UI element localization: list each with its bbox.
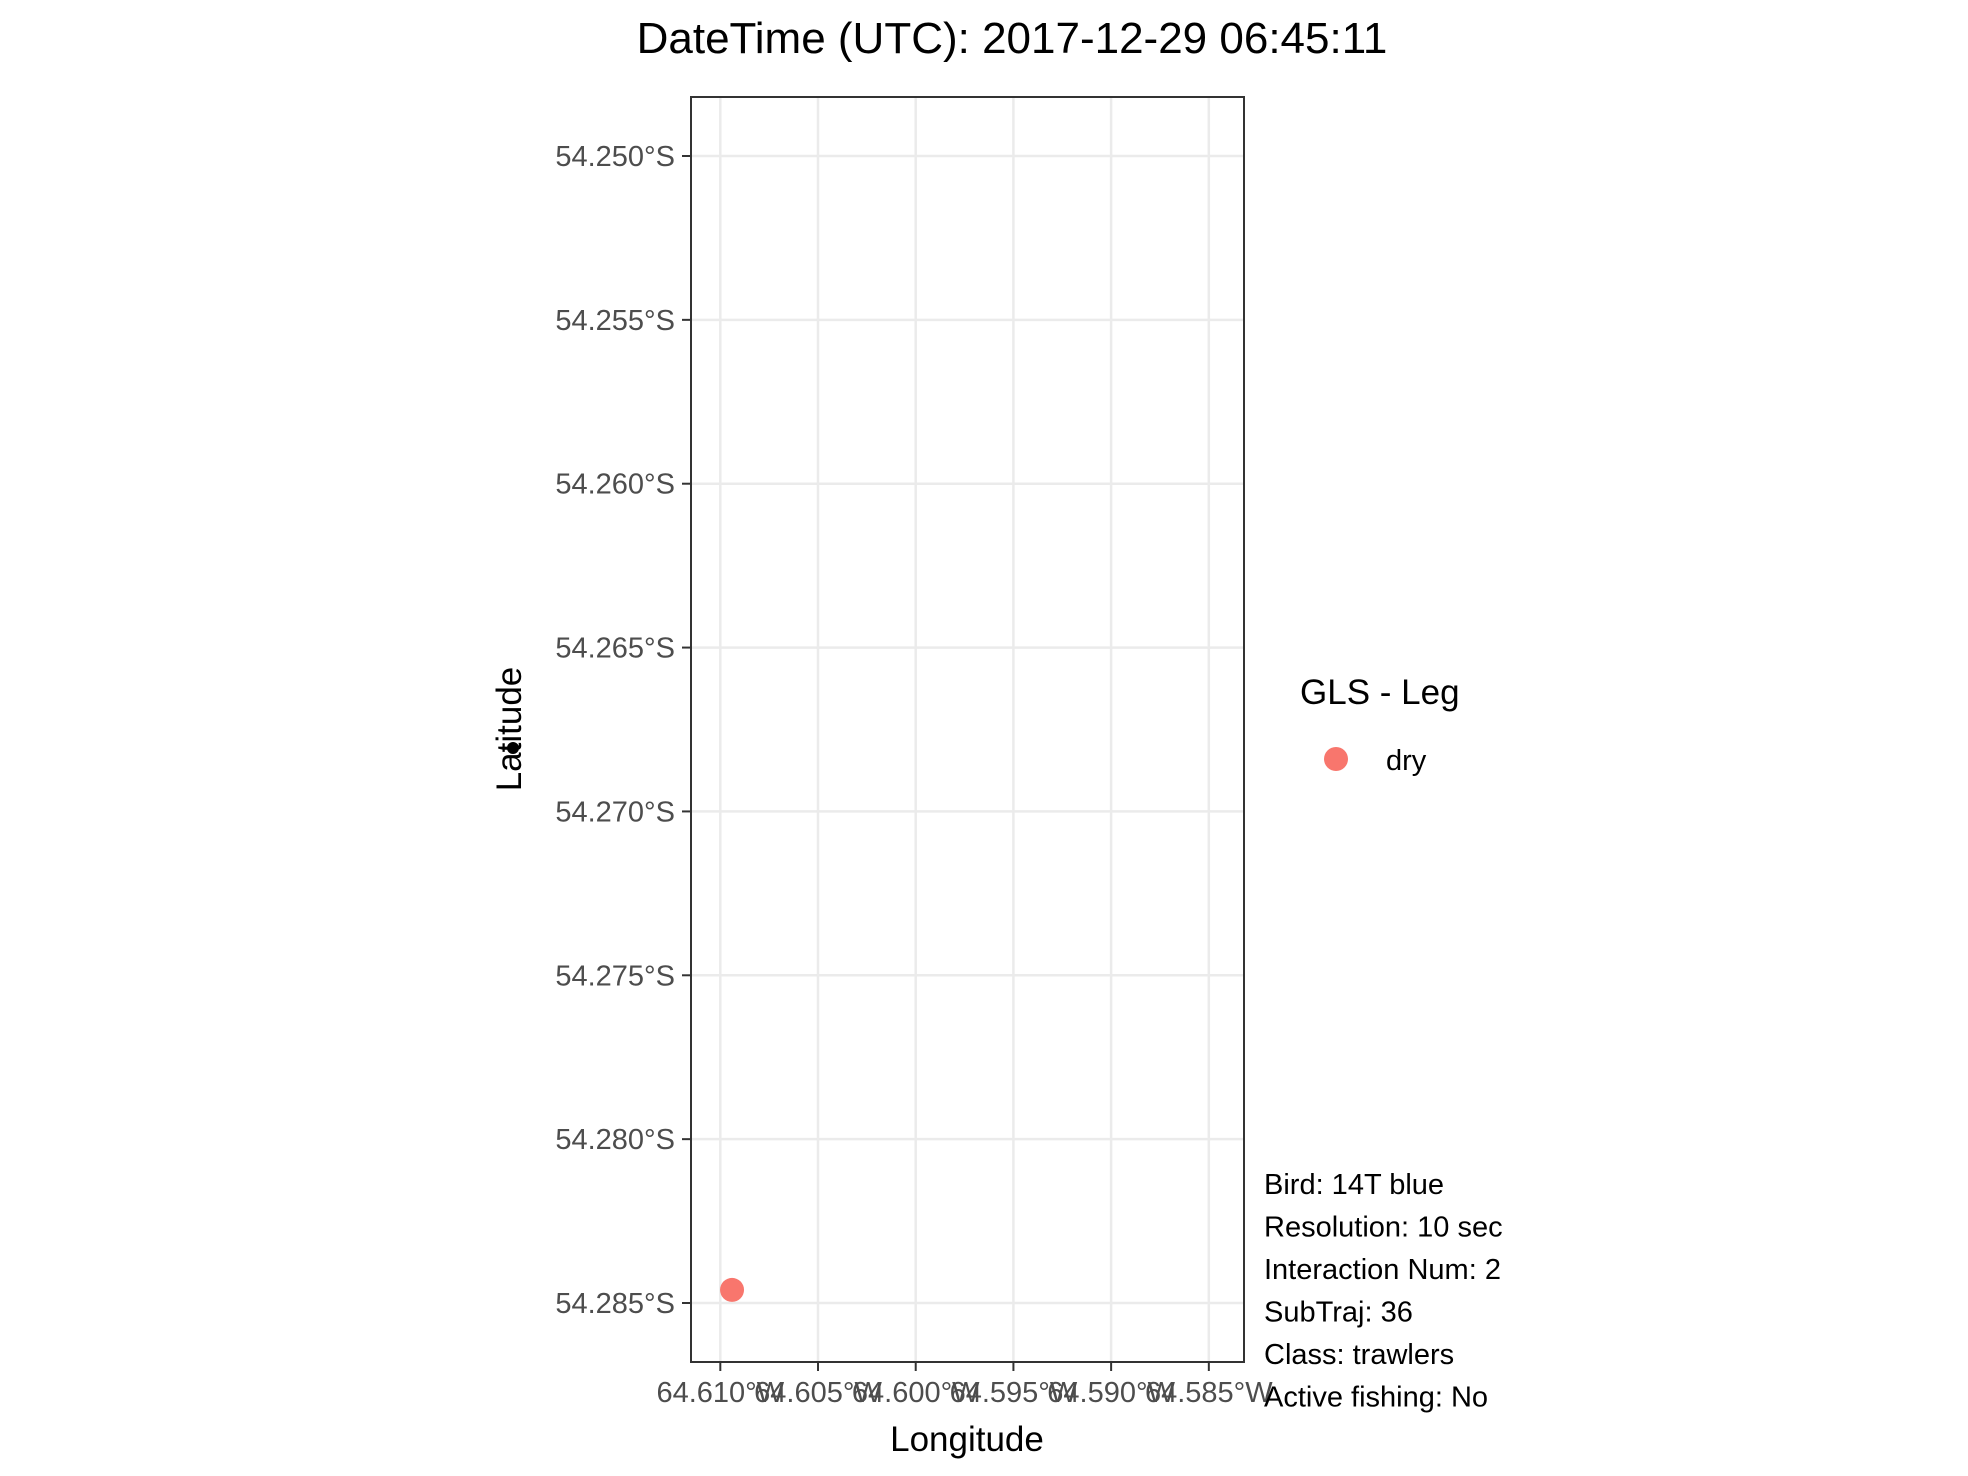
legend-key-dry — [1324, 747, 1348, 771]
annotation-line: SubTraj: 36 — [1264, 1297, 1413, 1329]
y-axis-ticks: 54.250°S 54.255°S 54.260°S 54.265°S 54.270°S… — [555, 141, 691, 1320]
x-tick-label: 64.590°W — [1047, 1377, 1175, 1409]
y-tick-label: 54.270°S — [555, 796, 675, 828]
y-tick-label: 54.285°S — [555, 1288, 675, 1320]
y-axis-title-marker — [507, 742, 519, 754]
annotation-line: Bird: 14T blue — [1264, 1169, 1444, 1201]
x-tick-label: 64.610°W — [656, 1377, 784, 1409]
annotation-line: Resolution: 10 sec — [1264, 1212, 1503, 1244]
plot-panel-background — [691, 97, 1244, 1362]
x-tick-label: 64.605°W — [754, 1377, 882, 1409]
x-tick-label: 64.585°W — [1145, 1377, 1273, 1409]
x-tick-label: 64.600°W — [852, 1377, 980, 1409]
x-tick-label: 64.595°W — [950, 1377, 1078, 1409]
chart-title: DateTime (UTC): 2017-12-29 06:45:11 — [637, 14, 1388, 63]
y-tick-label: 54.265°S — [555, 633, 675, 665]
data-points — [720, 1277, 745, 1302]
y-tick-label: 54.280°S — [555, 1124, 675, 1156]
info-annotations: Bird: 14T blue Resolution: 10 sec Interact… — [1264, 1169, 1503, 1414]
annotation-line: Active fishing: No — [1264, 1382, 1488, 1414]
annotation-line: Class: trawlers — [1264, 1339, 1454, 1371]
legend: dry — [1324, 745, 1427, 777]
y-tick-label: 54.250°S — [555, 141, 675, 173]
legend-label-dry: dry — [1386, 745, 1427, 777]
y-axis-title: Latitude — [490, 667, 529, 792]
annotation-line: Interaction Num: 2 — [1264, 1254, 1501, 1286]
y-tick-label: 54.275°S — [555, 960, 675, 992]
y-tick-label: 54.260°S — [555, 469, 675, 501]
x-axis-ticks: 64.610°W64.605°W64.600°W64.595°W64.590°W… — [656, 1362, 1273, 1409]
legend-title: GLS - Leg — [1300, 673, 1460, 712]
y-tick-label: 54.255°S — [555, 305, 675, 337]
data-point-dry — [720, 1277, 745, 1302]
x-axis-title: Longitude — [890, 1420, 1044, 1459]
gridlines — [691, 97, 1244, 1362]
plot-panel-border — [690, 96, 1245, 1363]
